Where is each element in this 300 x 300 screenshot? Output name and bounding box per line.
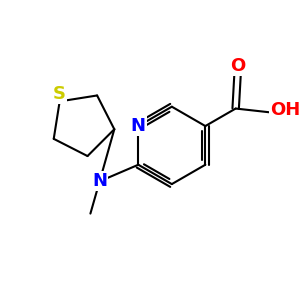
Text: N: N	[131, 117, 146, 135]
Text: N: N	[92, 172, 107, 190]
Text: S: S	[53, 85, 66, 103]
Text: OH: OH	[270, 101, 300, 119]
Text: O: O	[230, 57, 245, 75]
